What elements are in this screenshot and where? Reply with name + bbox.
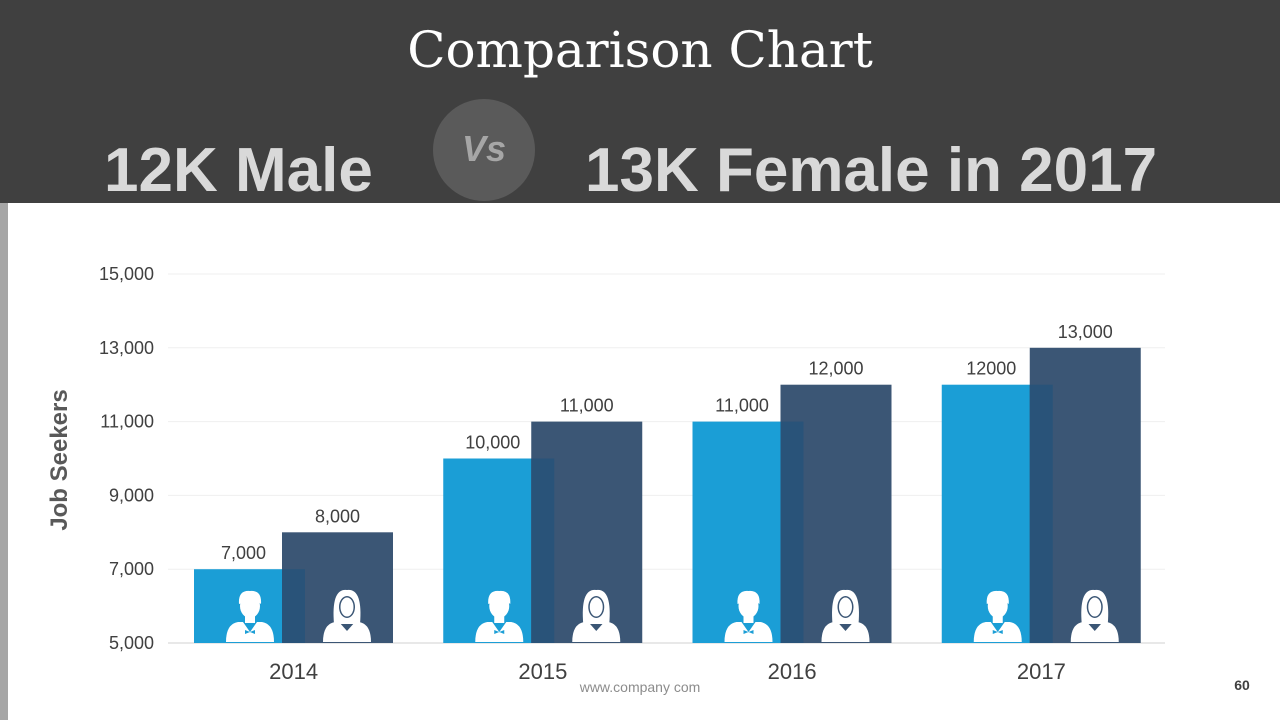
data-label-male: 7,000 (221, 543, 266, 563)
female-person-icon (821, 589, 870, 642)
icon-neck (743, 615, 754, 623)
data-label-male: 12000 (966, 359, 1016, 379)
female-person-icon (572, 589, 621, 642)
headline-male: 12K Male (104, 136, 373, 205)
female-person-icon (1070, 589, 1119, 642)
x-tick-label: 2016 (768, 659, 817, 684)
male-person-icon (973, 590, 1022, 642)
icon-face (1088, 597, 1102, 617)
icon-body (1070, 622, 1119, 642)
icon-neck (992, 615, 1003, 623)
icon-body (572, 622, 621, 642)
bar-overlap-2016 (780, 421, 804, 643)
x-tick-label: 2017 (1017, 659, 1066, 684)
icon-tie (992, 630, 1003, 634)
icon-neck (494, 615, 505, 623)
bar-overlap-2017 (1029, 384, 1053, 643)
data-label-female: 11,000 (560, 396, 614, 416)
bar-overlap-2014 (282, 569, 305, 643)
male-person-icon (226, 590, 274, 642)
headline-female: 13K Female in 2017 (585, 136, 1158, 205)
y-axis-title: Job Seekers (46, 389, 73, 530)
icon-neckline (588, 622, 605, 631)
female-person-icon (323, 589, 371, 642)
icon-face (340, 597, 354, 617)
icon-collar (741, 622, 756, 632)
bar-overlap-2015 (531, 458, 555, 643)
icon-neckline (339, 622, 355, 631)
icon-collar (243, 622, 257, 632)
data-label-male: 10,000 (465, 433, 520, 453)
data-label-female: 12,000 (808, 359, 863, 379)
icon-face (839, 597, 852, 617)
icon-body (821, 622, 870, 642)
icon-hair (986, 590, 1009, 604)
y-tick-label: 9,000 (109, 485, 154, 505)
y-tick-label: 15,000 (99, 264, 154, 284)
icon-tie (494, 630, 505, 634)
y-tick-label: 13,000 (99, 338, 154, 358)
vs-label: Vs (461, 128, 507, 169)
x-tick-label: 2015 (518, 659, 567, 684)
zigzag-edge (0, 203, 12, 720)
icon-tie (743, 630, 754, 634)
y-tick-label: 11,000 (100, 412, 154, 432)
icon-hair (488, 590, 511, 604)
icon-collar (492, 622, 507, 632)
data-label-female: 8,000 (315, 506, 360, 526)
icon-neckline (837, 622, 854, 631)
icon-hair (737, 590, 760, 604)
footer-url: www.company com (579, 679, 701, 695)
male-person-icon (724, 590, 773, 642)
icon-face (589, 597, 603, 617)
y-tick-label: 7,000 (109, 559, 154, 579)
icon-neck (245, 615, 255, 623)
icon-hair (238, 590, 262, 604)
icon-tie (245, 630, 255, 634)
data-label-male: 11,000 (715, 396, 769, 416)
header-banner (0, 0, 1280, 203)
icon-body (323, 622, 371, 642)
y-tick-label: 5,000 (109, 633, 154, 653)
page-number: 60 (1234, 677, 1250, 693)
x-tick-label: 2014 (269, 659, 318, 684)
data-label-female: 13,000 (1058, 322, 1113, 342)
vs-badge: Vs (433, 99, 535, 201)
slide-title: Comparison Chart (407, 21, 873, 79)
icon-neckline (1086, 622, 1103, 631)
icon-collar (990, 622, 1005, 632)
male-person-icon (475, 590, 524, 642)
